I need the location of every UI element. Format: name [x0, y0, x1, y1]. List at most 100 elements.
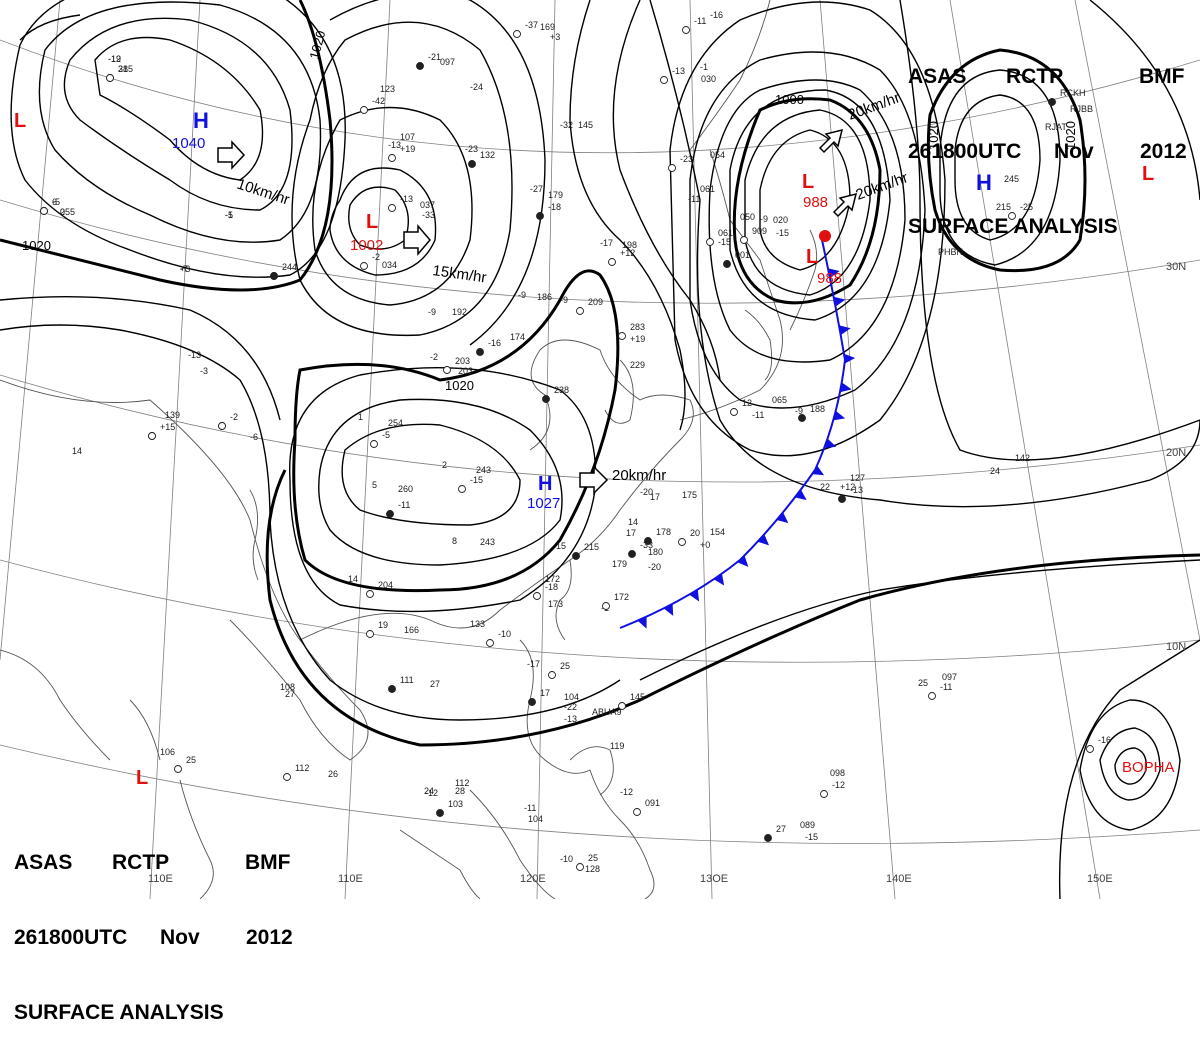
- station-circle-icon: [678, 538, 686, 546]
- cold-front-tooth: [637, 616, 647, 629]
- station-value: -9: [795, 406, 803, 416]
- station-value: -20: [640, 487, 653, 497]
- station-value: 091: [645, 798, 660, 808]
- station-circle-icon: [618, 332, 626, 340]
- motion-arrows: [217, 128, 858, 495]
- station-circle-icon: [528, 698, 536, 706]
- station-value: 209: [588, 297, 603, 307]
- title-month: Nov: [160, 926, 200, 949]
- station-value: 15: [556, 541, 566, 551]
- station-value: -5: [52, 197, 60, 207]
- station-circle-icon: [1008, 212, 1016, 220]
- high-center-value: 1040: [172, 135, 205, 152]
- cold-front-tooth: [839, 382, 852, 393]
- station-value: 5: [372, 480, 377, 490]
- station-value: 245: [1004, 174, 1019, 184]
- station-circle-icon: [174, 765, 182, 773]
- station-value: 034: [382, 260, 397, 270]
- title-station: RCTP: [112, 851, 170, 874]
- isobar-labels: 1020 1020 1020 1000 1020 1020: [22, 29, 1078, 393]
- station-value: -11: [694, 16, 706, 26]
- station-circle-icon: [388, 154, 396, 162]
- station-value: 385: [118, 64, 133, 74]
- station-circle-icon: [458, 485, 466, 493]
- station-value: 139: [165, 410, 180, 420]
- station-circle-icon: [486, 639, 494, 647]
- isobar-label: 1020: [306, 29, 328, 61]
- station-value: -18: [545, 582, 558, 592]
- station-value: -15: [718, 237, 731, 247]
- station-circle-icon: [633, 808, 641, 816]
- station-value: 238: [554, 385, 569, 395]
- station-value: 19: [378, 620, 388, 630]
- station-value: 243: [480, 537, 495, 547]
- station-value: -32: [560, 120, 573, 130]
- title-time: 261800UTC: [908, 140, 1022, 163]
- motion-label: 20km/hr: [612, 467, 666, 484]
- station-value: -13: [672, 66, 685, 76]
- lat-label-10n: 10N: [1166, 641, 1186, 653]
- station-circle-icon: [740, 236, 748, 244]
- station-value: -13: [564, 714, 577, 724]
- station-value: -11: [524, 803, 536, 813]
- cold-front-tooth: [737, 555, 749, 567]
- lon-label-120e: 120E: [520, 873, 546, 885]
- station-value: -13: [850, 485, 863, 495]
- motion-arrow-icon: [217, 140, 246, 170]
- low-center-marker: L: [136, 767, 148, 789]
- station-circle-icon: [536, 212, 544, 220]
- station-value: 172: [545, 574, 560, 584]
- station-value: -16: [710, 10, 723, 20]
- station-value: +3: [550, 32, 560, 42]
- station-circle-icon: [443, 366, 451, 374]
- station-value: 21: [118, 64, 128, 74]
- station-value: 14: [348, 574, 358, 584]
- station-value: 001: [735, 250, 750, 260]
- station-value: -2: [430, 352, 438, 362]
- station-value: -12: [832, 780, 845, 790]
- motion-arrow-icon: [818, 128, 844, 154]
- isobars-bold: [0, 0, 1200, 747]
- station-value: +3: [180, 264, 190, 274]
- station-value: 145: [578, 120, 593, 130]
- station-value: 260: [398, 484, 413, 494]
- station-value: 154: [710, 527, 725, 537]
- station-value: 25: [918, 678, 928, 688]
- lon-label-100e: 110E: [148, 873, 173, 885]
- title-code: BMF: [245, 851, 291, 874]
- station-circle-icon: [572, 552, 580, 560]
- cold-front-tooth: [833, 296, 846, 307]
- station-circle-icon: [366, 590, 374, 598]
- title-agency: ASAS: [14, 851, 73, 874]
- station-value: 106: [160, 747, 175, 757]
- station-value: 127: [850, 473, 865, 483]
- station-value: 25: [588, 853, 598, 863]
- station-value: 24: [424, 786, 434, 796]
- station-value: -11: [398, 500, 410, 510]
- station-value: 178: [656, 527, 671, 537]
- cold-front-tooth: [776, 512, 789, 524]
- station-value: 909: [752, 226, 767, 236]
- station-value: 192: [452, 307, 467, 317]
- station-value: 133: [470, 619, 485, 629]
- station-circle-icon: [40, 207, 48, 215]
- station-value: -15: [470, 475, 483, 485]
- station-value: 186: [537, 292, 552, 302]
- station-circle-icon: [542, 395, 550, 403]
- station-circle-icon: [820, 790, 828, 798]
- station-value: 215: [584, 542, 599, 552]
- station-value: 215: [996, 202, 1011, 212]
- station-circle-icon: [218, 422, 226, 430]
- title-year: 2012: [246, 926, 293, 949]
- station-circle-icon: [468, 160, 476, 168]
- station-circle-icon: [283, 773, 291, 781]
- station-value: 030: [701, 74, 716, 84]
- station-value: -1: [225, 210, 233, 220]
- motion-arrow-icon: [832, 192, 858, 218]
- station-value: -12: [425, 788, 438, 798]
- title-code: BMF: [1139, 65, 1185, 88]
- low-center-dot: [819, 230, 831, 242]
- lon-label-140e: 140E: [886, 873, 912, 885]
- station-value: 169: [540, 22, 555, 32]
- station-value: 203: [455, 356, 470, 366]
